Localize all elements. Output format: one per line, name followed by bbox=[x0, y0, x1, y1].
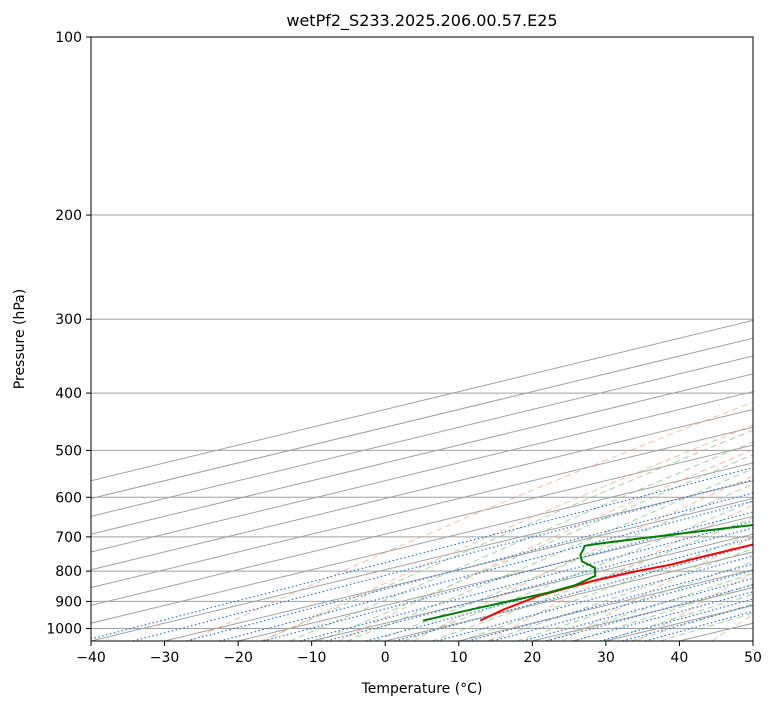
isotherm-line bbox=[532, 587, 753, 641]
mixing-ratio-line bbox=[263, 511, 753, 641]
isotherm-line bbox=[91, 462, 753, 624]
x-tick-label: 30 bbox=[597, 650, 615, 666]
dry-adiabat-line bbox=[711, 614, 753, 641]
mixing-ratio-line bbox=[599, 598, 753, 641]
isotherm-line bbox=[164, 498, 753, 641]
plot-frame bbox=[90, 36, 754, 642]
moist-adiabat-line bbox=[460, 533, 753, 641]
dry-adiabat-line bbox=[562, 536, 753, 641]
x-tick-label: 40 bbox=[671, 650, 689, 666]
x-tick-label: −20 bbox=[223, 650, 253, 666]
mixing-ratio-line bbox=[622, 604, 753, 641]
moist-adiabat-line bbox=[516, 561, 753, 641]
temperature-profile-line bbox=[479, 543, 753, 622]
isotherm-line bbox=[91, 480, 753, 641]
dewpoint-profile-line bbox=[422, 523, 753, 622]
mixing-ratio-line bbox=[572, 591, 753, 641]
mixing-ratio-line bbox=[132, 479, 753, 641]
moist-adiabat-line bbox=[375, 483, 753, 641]
dry-adiabat-line bbox=[189, 401, 753, 641]
isotherm-line bbox=[385, 551, 753, 641]
y-tick-label: 600 bbox=[55, 490, 82, 506]
y-tick-label: 100 bbox=[55, 30, 82, 46]
x-tick-label: −40 bbox=[76, 650, 106, 666]
mixing-ratio-line bbox=[546, 584, 753, 641]
isotherm-line bbox=[237, 515, 753, 641]
isotherm-line bbox=[91, 319, 753, 482]
x-tick-label: −10 bbox=[297, 650, 327, 666]
y-tick-label: 500 bbox=[55, 443, 82, 459]
dry-adiabat-line bbox=[263, 424, 753, 641]
mixing-ratio-line bbox=[299, 520, 753, 641]
x-tick-label: −30 bbox=[150, 650, 180, 666]
mixing-ratio-line bbox=[219, 500, 753, 641]
y-tick-label: 200 bbox=[55, 208, 82, 224]
y-tick-label: 900 bbox=[55, 594, 82, 610]
x-tick-label: 10 bbox=[450, 650, 468, 666]
isotherm-line bbox=[91, 426, 753, 589]
moist-adiabat-line bbox=[431, 517, 753, 641]
mixing-ratio-line bbox=[91, 467, 753, 640]
y-axis-label: Pressure (hPa) bbox=[12, 289, 28, 389]
isotherm-line bbox=[311, 533, 753, 641]
mixing-ratio-line bbox=[645, 610, 753, 641]
y-tick-label: 800 bbox=[55, 564, 82, 580]
moist-adiabat-line bbox=[602, 593, 753, 641]
background-lines bbox=[91, 37, 753, 641]
sounding-profiles bbox=[422, 523, 753, 622]
isotherm-line bbox=[91, 337, 753, 500]
isotherm-line bbox=[91, 444, 753, 606]
x-tick-label: 0 bbox=[381, 650, 390, 666]
x-tick-label: 20 bbox=[523, 650, 541, 666]
mixing-ratio-line bbox=[436, 555, 753, 641]
moist-adiabat-line bbox=[346, 468, 753, 641]
isotherm-line bbox=[91, 391, 753, 553]
moist-adiabat-line bbox=[260, 429, 753, 641]
chart-title: wetPf2_S233.2025.206.00.57.E25 bbox=[286, 11, 557, 31]
moist-adiabat-line bbox=[403, 500, 753, 641]
y-tick-label: 700 bbox=[55, 530, 82, 546]
mixing-ratio-line bbox=[522, 577, 753, 641]
isotherm-line bbox=[91, 408, 753, 571]
mixing-ratio-line bbox=[365, 537, 753, 641]
moist-adiabat-line bbox=[318, 454, 753, 641]
y-tick-label: 400 bbox=[55, 386, 82, 402]
isotherm-line bbox=[752, 640, 753, 641]
y-tick-label: 1000 bbox=[46, 621, 82, 637]
axis-ticks: −40 −30 −20 −10 0 10 20 30 40 50 100 200 300 400 500 60… bbox=[46, 30, 762, 666]
mixing-ratio-line bbox=[326, 527, 753, 641]
y-tick-label: 300 bbox=[55, 312, 82, 328]
mixing-ratio-line bbox=[186, 492, 753, 641]
x-tick-label: 50 bbox=[744, 650, 762, 666]
x-axis-label: Temperature (°C) bbox=[361, 681, 483, 697]
